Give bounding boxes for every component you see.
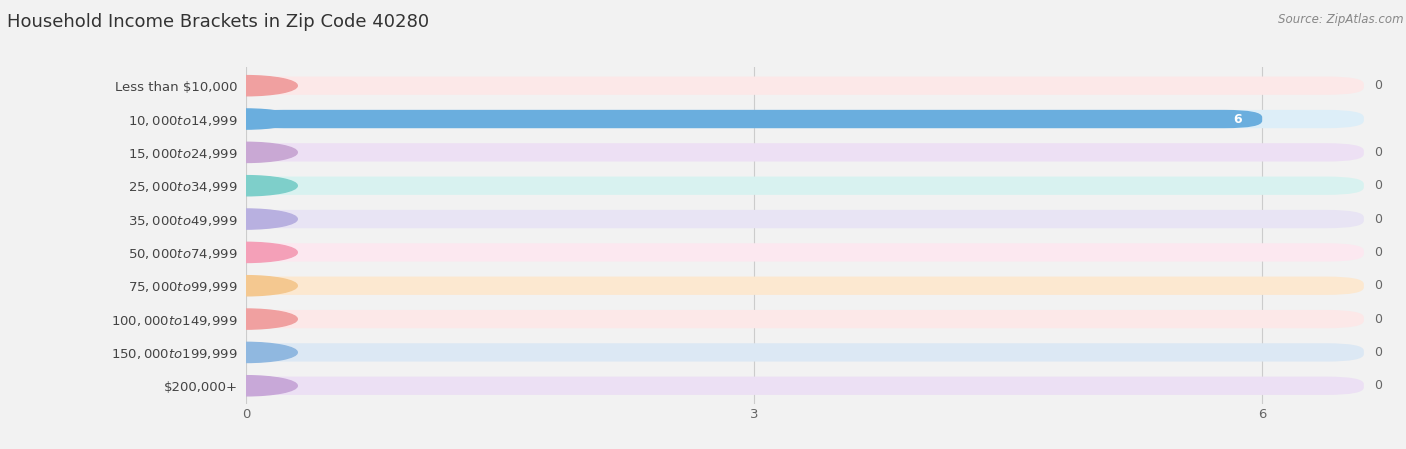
FancyBboxPatch shape (246, 176, 1364, 195)
FancyBboxPatch shape (246, 310, 1364, 328)
Text: Household Income Brackets in Zip Code 40280: Household Income Brackets in Zip Code 40… (7, 13, 429, 31)
Text: 0: 0 (1374, 179, 1382, 192)
Text: 6: 6 (1233, 113, 1241, 126)
Circle shape (195, 342, 297, 362)
Text: 0: 0 (1374, 79, 1382, 92)
Text: 0: 0 (1374, 212, 1382, 225)
Circle shape (195, 176, 297, 196)
Text: Source: ZipAtlas.com: Source: ZipAtlas.com (1278, 13, 1403, 26)
Circle shape (195, 142, 297, 163)
FancyBboxPatch shape (246, 110, 1263, 128)
Circle shape (195, 376, 297, 396)
Text: 0: 0 (1374, 346, 1382, 359)
Circle shape (195, 109, 297, 129)
Text: 0: 0 (1374, 379, 1382, 392)
Text: 0: 0 (1374, 146, 1382, 159)
FancyBboxPatch shape (246, 76, 1364, 95)
Text: 0: 0 (1374, 246, 1382, 259)
Text: 0: 0 (1374, 279, 1382, 292)
FancyBboxPatch shape (246, 277, 1364, 295)
Circle shape (195, 309, 297, 329)
FancyBboxPatch shape (246, 210, 1364, 228)
FancyBboxPatch shape (246, 143, 1364, 162)
Text: 0: 0 (1374, 313, 1382, 326)
Circle shape (195, 242, 297, 263)
Circle shape (195, 276, 297, 296)
FancyBboxPatch shape (246, 243, 1364, 262)
FancyBboxPatch shape (246, 343, 1364, 361)
Circle shape (195, 209, 297, 229)
Circle shape (195, 75, 297, 96)
FancyBboxPatch shape (246, 377, 1364, 395)
FancyBboxPatch shape (246, 110, 1364, 128)
